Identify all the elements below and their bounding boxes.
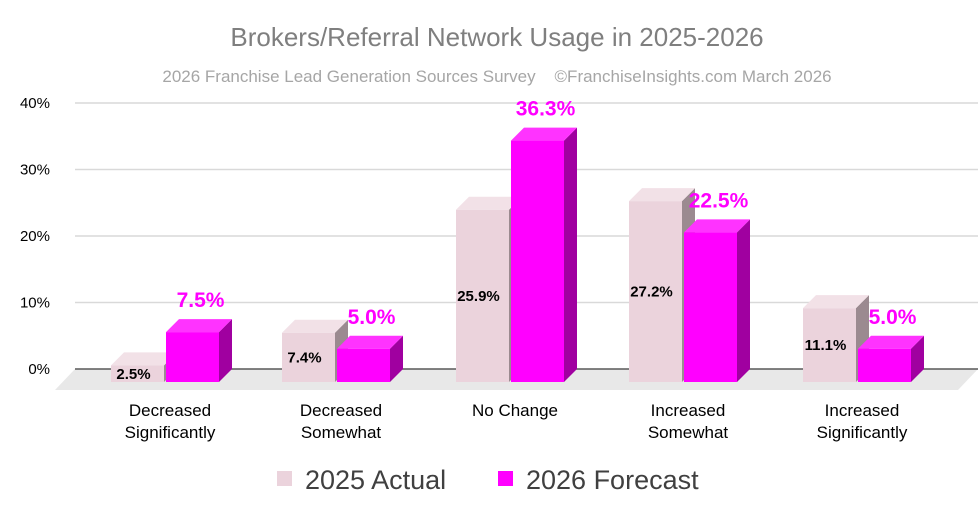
- data-label-forecast: 36.3%: [516, 98, 576, 121]
- chart-subtitle: 2026 Franchise Lead Generation Sources S…: [162, 67, 831, 86]
- bar-front: [803, 308, 856, 382]
- data-label-actual: 7.4%: [287, 349, 321, 366]
- data-label-forecast: 7.5%: [177, 289, 225, 312]
- data-label-forecast: 5.0%: [869, 306, 917, 329]
- bar-side: [564, 127, 577, 382]
- bar-side: [219, 319, 232, 382]
- bar-actual: 11.1%: [803, 295, 869, 382]
- bar-top: [337, 335, 403, 349]
- chart-title: Brokers/Referral Network Usage in 2025-2…: [230, 22, 763, 52]
- legend-swatch: [498, 471, 513, 486]
- bar-front: [111, 365, 164, 382]
- bar-actual: 2.5%: [111, 352, 177, 383]
- x-category-label: Decreased: [129, 401, 211, 420]
- x-category-label: Significantly: [817, 423, 908, 442]
- bar-front: [282, 332, 335, 382]
- x-category-label: Increased: [825, 401, 900, 420]
- bar-top: [803, 295, 869, 309]
- bar-top: [511, 127, 577, 141]
- legend-label: 2026 Forecast: [526, 465, 699, 495]
- bar-top: [282, 319, 348, 333]
- bar-side: [390, 335, 403, 382]
- bar-top: [166, 319, 232, 333]
- bar-front: [684, 232, 737, 382]
- bar-forecast: 5.0%: [337, 306, 403, 382]
- bar-front: [166, 332, 219, 382]
- x-category-label: Decreased: [300, 401, 382, 420]
- data-label-actual: 11.1%: [805, 337, 847, 354]
- x-category-label: Somewhat: [648, 423, 729, 442]
- bar-forecast: 22.5%: [684, 189, 750, 382]
- bar-front: [337, 348, 390, 382]
- y-tick-label: 40%: [20, 95, 50, 112]
- bar-front: [858, 348, 911, 382]
- y-tick-label: 20%: [20, 228, 50, 245]
- bar-forecast: 7.5%: [166, 289, 232, 382]
- x-category-label: No Change: [472, 401, 558, 420]
- x-category-label: Increased: [651, 401, 726, 420]
- y-tick-label: 30%: [20, 162, 50, 179]
- data-label-actual: 25.9%: [457, 288, 500, 305]
- data-label-forecast: 22.5%: [689, 189, 749, 212]
- bar-top: [456, 196, 522, 210]
- bar-front: [629, 201, 682, 382]
- bar-top: [629, 188, 695, 202]
- bar-top: [684, 219, 750, 233]
- bar-front: [511, 140, 564, 382]
- legend-swatch: [277, 471, 292, 486]
- legend-label: 2025 Actual: [305, 465, 446, 495]
- bar-forecast: 5.0%: [858, 306, 924, 382]
- bar-forecast: 36.3%: [511, 98, 577, 382]
- data-label-actual: 2.5%: [116, 366, 150, 383]
- y-tick-label: 10%: [20, 295, 50, 312]
- bar-front: [456, 209, 509, 382]
- data-label-actual: 27.2%: [630, 284, 673, 301]
- y-tick-label: 0%: [28, 361, 50, 378]
- x-category-label: Somewhat: [301, 423, 382, 442]
- x-category-label: Significantly: [125, 423, 216, 442]
- bar-side: [911, 335, 924, 382]
- bar-top: [111, 352, 177, 366]
- bar-top: [858, 335, 924, 349]
- bar-side: [737, 219, 750, 382]
- data-label-forecast: 5.0%: [348, 306, 396, 329]
